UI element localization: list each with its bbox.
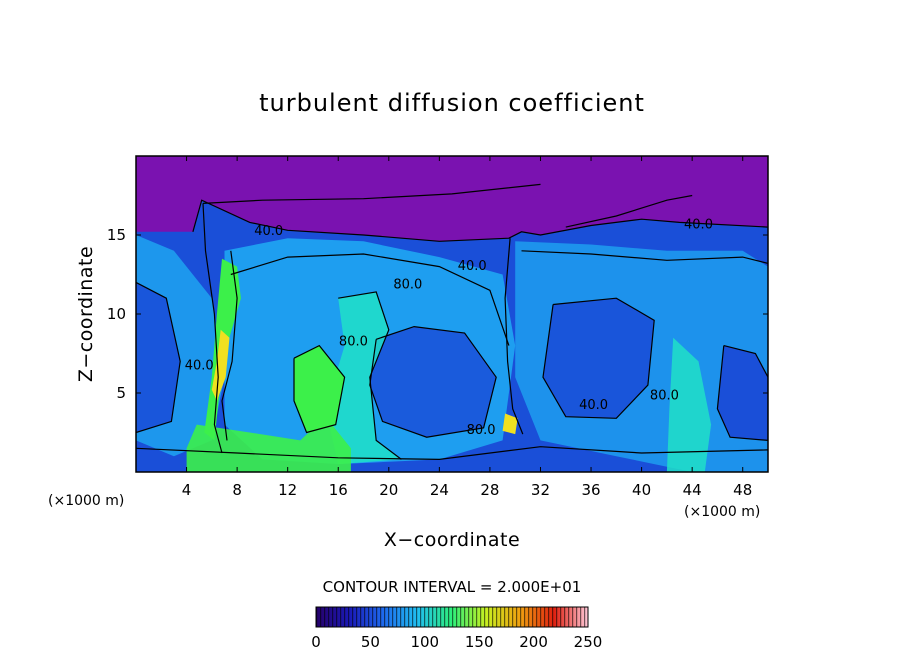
field-region-peak-mid bbox=[502, 413, 518, 435]
x-tick-label: 20 bbox=[379, 481, 398, 499]
contour-label: 80.0 bbox=[467, 423, 496, 438]
plot-area: 40.0 40.0 80.0 80.0 40.0 40.0 80.0 80.0 40.0 bbox=[136, 156, 768, 472]
contour-far-right-eddy bbox=[716, 345, 768, 442]
contour-center-eddy bbox=[369, 325, 497, 438]
x-unit-right: (×1000 m) bbox=[684, 504, 760, 520]
contour-label: 40.0 bbox=[185, 358, 214, 373]
contour-label: 40.0 bbox=[579, 398, 608, 413]
contour-upper-boundary bbox=[192, 199, 768, 242]
x-tick-label: 44 bbox=[683, 481, 702, 499]
colorbar-tick-label: 50 bbox=[361, 633, 380, 651]
field-region-low-eddy-center bbox=[369, 326, 497, 438]
contour-left-eddy bbox=[136, 281, 181, 434]
colorbar-tick-label: 200 bbox=[519, 633, 548, 651]
contour-high-plume bbox=[293, 344, 346, 434]
x-tick-label: 36 bbox=[581, 481, 600, 499]
contour-mid-plume bbox=[504, 238, 524, 435]
field-region-high-center bbox=[325, 291, 402, 465]
contour-streak-right bbox=[565, 194, 693, 228]
colorbar-frame bbox=[315, 606, 589, 628]
colorbar-stripes bbox=[316, 607, 588, 627]
field-region-peak-left bbox=[211, 329, 230, 401]
colorbar-tick-label: 0 bbox=[311, 633, 321, 651]
field-region-high-plume bbox=[294, 345, 345, 433]
contour-arch-center bbox=[230, 253, 510, 346]
colorbar-tick-label: 150 bbox=[465, 633, 494, 651]
x-tick-label: 40 bbox=[632, 481, 651, 499]
contour-interval-text: CONTOUR INTERVAL = 2.000E+01 bbox=[323, 578, 582, 596]
field-region-high-right-plume bbox=[666, 337, 712, 472]
contour-arch-right bbox=[521, 250, 768, 264]
contour-right-eddy bbox=[542, 297, 655, 419]
contour-label: 80.0 bbox=[650, 388, 679, 403]
x-tick-label: 4 bbox=[182, 481, 192, 499]
contour-label: 40.0 bbox=[458, 259, 487, 274]
colorbar-tick-label: 100 bbox=[410, 633, 439, 651]
field-region-low-eddy-far-right bbox=[717, 345, 768, 441]
contour-high-center bbox=[338, 291, 402, 460]
contour-left-plume-b bbox=[221, 250, 238, 441]
field-region-low-eddy-right bbox=[543, 298, 655, 419]
field-region-upper bbox=[136, 156, 768, 242]
colorbar-tick-label: 250 bbox=[574, 633, 603, 651]
x-tick-label: 24 bbox=[430, 481, 449, 499]
field-region-low-eddy-left bbox=[136, 282, 181, 433]
x-tick-label: 48 bbox=[733, 481, 752, 499]
colorbar: 0 50 100 150 200 250 bbox=[311, 606, 603, 651]
contour-label: 80.0 bbox=[339, 335, 368, 350]
y-axis-label: Z−coordinate bbox=[75, 246, 97, 382]
chart-title: turbulent diffusion coefficient bbox=[259, 89, 645, 117]
contour-bottom bbox=[136, 446, 768, 461]
contour-label: 80.0 bbox=[393, 278, 422, 293]
contour-streak-top bbox=[202, 183, 541, 204]
contour-label: 40.0 bbox=[254, 224, 283, 239]
x-tick-label: 28 bbox=[480, 481, 499, 499]
x-tick-label: 32 bbox=[531, 481, 550, 499]
x-axis-label: X−coordinate bbox=[384, 529, 520, 551]
contour-label: 40.0 bbox=[684, 218, 713, 233]
x-tick-label: 16 bbox=[329, 481, 348, 499]
contour-left-plume bbox=[202, 203, 223, 454]
x-tick-label: 8 bbox=[232, 481, 242, 499]
y-tick-label: 5 bbox=[116, 384, 126, 402]
x-unit-left: (×1000 m) bbox=[48, 493, 124, 509]
x-tick-label: 12 bbox=[278, 481, 297, 499]
field-region-high-bottom-left bbox=[186, 416, 351, 472]
y-tick-label: 10 bbox=[107, 305, 126, 323]
y-tick-label: 15 bbox=[107, 226, 126, 244]
